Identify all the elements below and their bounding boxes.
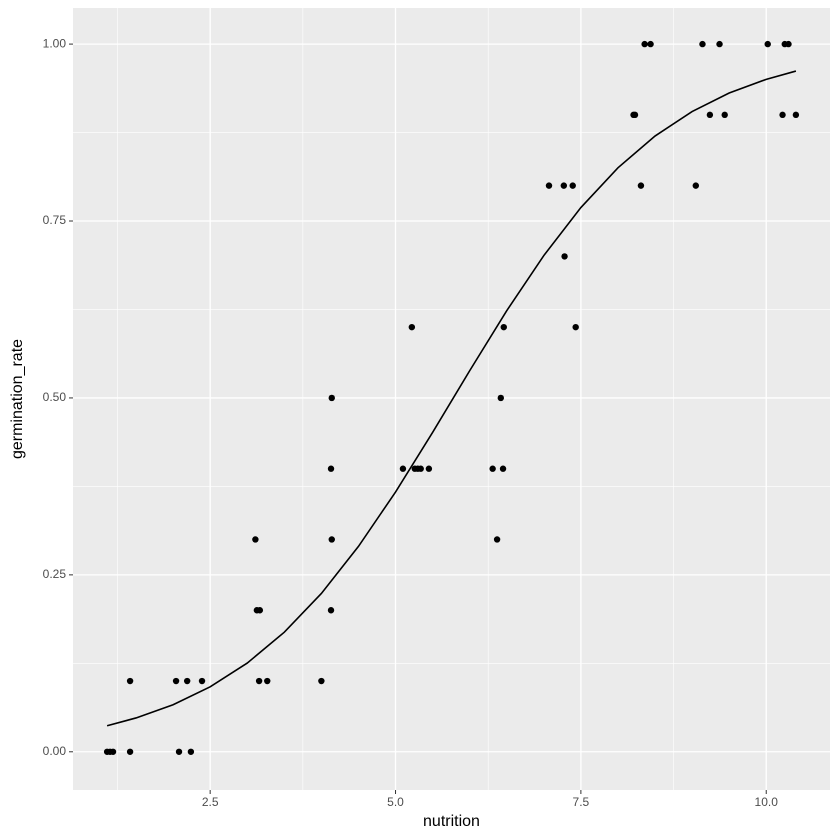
panel [73,8,830,790]
point [499,465,507,472]
point [641,40,648,48]
y-tick-label: 0.50 [43,390,67,404]
point [716,40,723,48]
point [255,677,263,685]
point [126,677,134,685]
point [699,40,706,48]
point [497,394,505,402]
point [706,111,714,119]
fit-line [106,70,797,727]
point [187,748,195,755]
point [198,677,206,685]
point [692,182,700,189]
point [792,111,800,119]
y-tick-label: 0.75 [43,213,67,227]
point [545,182,553,189]
point [637,182,645,189]
point [399,465,407,472]
x-tick-label: 2.5 [202,795,219,809]
point [561,253,568,260]
point [647,40,654,48]
point [560,182,568,189]
x-tick-label: 5.0 [387,795,404,809]
point [327,465,335,472]
point [785,40,792,48]
point [327,607,335,614]
point [417,465,424,472]
point [631,111,639,119]
point [183,677,191,685]
point [252,536,259,543]
point [489,465,496,472]
point [175,748,183,755]
point [408,323,416,331]
x-tick-label: 7.5 [573,795,590,809]
point [172,677,180,685]
point [126,748,134,755]
point [493,536,501,543]
point [264,677,271,685]
point [256,607,264,614]
point [764,40,771,48]
y-tick-label: 1.00 [43,36,67,50]
point [572,323,579,331]
point [721,111,728,119]
point [425,465,433,472]
x-axis-title: nutrition [423,813,480,830]
point [779,111,786,119]
point [500,323,507,331]
x-tick-label: 10.0 [755,795,779,809]
y-axis-title: germination_rate [9,339,26,459]
y-tick-label: 0.25 [43,567,67,581]
y-tick-label: 0.00 [43,744,67,758]
point [569,182,576,189]
point [318,677,325,685]
point [328,536,335,543]
point [109,748,117,755]
point [328,394,335,402]
